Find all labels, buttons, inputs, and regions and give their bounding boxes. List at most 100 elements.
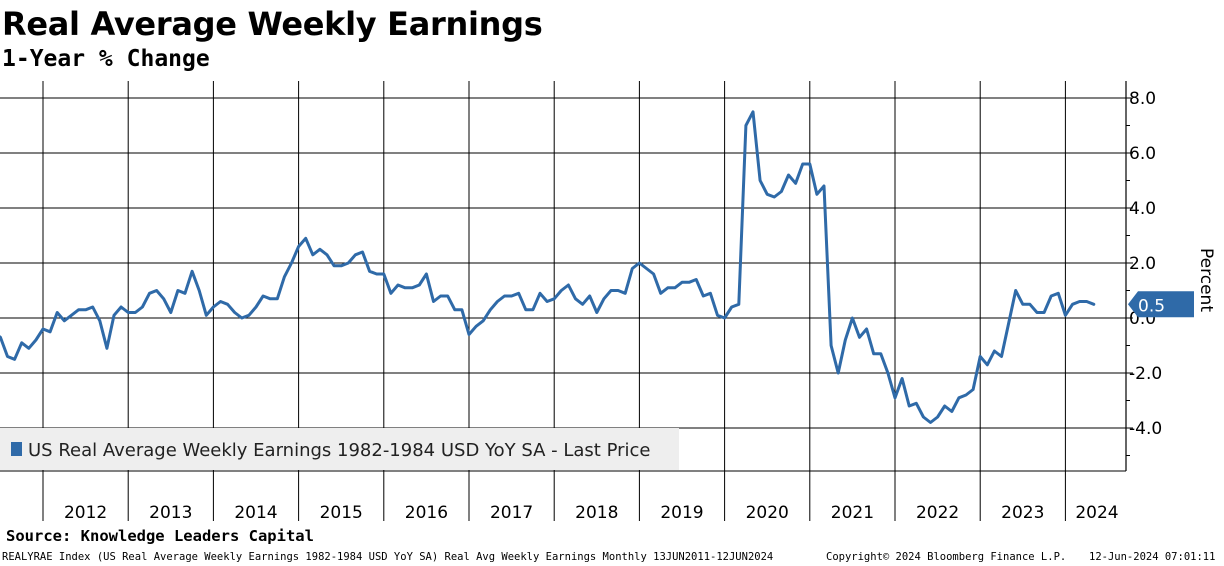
data-point (638, 262, 640, 264)
data-point (340, 265, 342, 267)
chart-title: Real Average Weekly Earnings (2, 5, 543, 43)
data-point (603, 298, 605, 300)
x-tick-label: 2023 (1001, 503, 1044, 523)
data-point (922, 416, 924, 418)
y-tick-label: 8.0 (1129, 89, 1156, 109)
footer: REALYRAE Index (US Real Average Weekly E… (0, 549, 1224, 565)
data-point (234, 312, 236, 313)
data-point (702, 295, 704, 297)
data-point (809, 163, 811, 165)
data-point (1029, 303, 1031, 305)
series-line (0, 110, 1096, 424)
y-tick-label: -4.0 (1129, 419, 1162, 439)
x-tick-label: 2012 (64, 503, 107, 523)
data-point (766, 193, 768, 195)
y-tick-label: 6.0 (1129, 144, 1156, 164)
x-tick-label: 2016 (405, 503, 448, 523)
y-axis-ticks: 8.06.04.02.00.0-2.0-4.0 (1129, 89, 1162, 439)
data-point (411, 287, 413, 289)
data-point (986, 364, 988, 366)
data-point (532, 309, 534, 311)
data-point (844, 339, 846, 341)
data-point (759, 180, 761, 181)
data-point (433, 301, 434, 302)
data-point (738, 303, 740, 305)
data-point (979, 356, 981, 357)
data-point (0, 336, 1, 338)
x-tick-label: 2020 (746, 503, 789, 523)
data-point (447, 295, 449, 297)
data-point (582, 303, 584, 305)
data-point (425, 273, 427, 275)
data-point (120, 306, 122, 308)
data-point (752, 111, 754, 113)
data-point (127, 312, 129, 313)
data-point (958, 397, 960, 399)
data-point (106, 347, 108, 349)
data-point (972, 389, 974, 390)
data-point (248, 314, 250, 316)
data-point (347, 262, 349, 264)
data-point (454, 309, 456, 311)
data-point (241, 317, 243, 319)
data-point (901, 378, 903, 379)
data-point (575, 298, 576, 300)
data-point (965, 394, 967, 396)
data-point (141, 306, 143, 308)
data-point (312, 254, 314, 256)
data-point (1015, 290, 1017, 291)
data-point (667, 287, 669, 289)
data-point (170, 312, 172, 313)
data-point (1001, 356, 1002, 357)
data-point (674, 287, 676, 289)
x-tick-label: 2021 (831, 503, 874, 523)
data-point (163, 298, 165, 300)
x-tick-label: 2018 (575, 503, 618, 523)
data-point (305, 237, 307, 239)
data-point (504, 295, 505, 297)
data-point (816, 193, 818, 195)
data-point (1093, 303, 1095, 305)
data-point (390, 292, 392, 294)
data-point (7, 356, 8, 357)
last-price-badge-shape (1128, 291, 1194, 318)
chart-subtitle: 1-Year % Change (2, 46, 210, 72)
data-point (823, 185, 825, 187)
x-tick-label: 2017 (490, 503, 533, 523)
data-point (894, 397, 896, 399)
data-point (525, 309, 527, 311)
data-point (326, 254, 328, 256)
data-point (717, 314, 718, 316)
data-point (298, 246, 300, 247)
data-point (887, 372, 889, 374)
data-point (63, 320, 65, 322)
data-point (85, 309, 87, 311)
data-point (156, 290, 158, 291)
data-point (21, 342, 23, 344)
data-point (14, 358, 16, 360)
data-point (780, 191, 782, 192)
data-point (731, 306, 733, 308)
data-point (92, 306, 94, 308)
data-point (28, 347, 30, 349)
data-point (70, 314, 72, 316)
data-point (418, 284, 420, 286)
data-point (915, 402, 917, 404)
data-point (35, 339, 37, 341)
footer-description: REALYRAE Index (US Real Average Weekly E… (2, 551, 774, 563)
data-point (1072, 303, 1073, 305)
data-point (113, 314, 115, 316)
data-point (56, 312, 58, 313)
data-point (184, 292, 186, 294)
data-point (617, 290, 619, 291)
data-point (212, 306, 214, 308)
y-tick-label: -2.0 (1129, 364, 1162, 384)
data-point (134, 312, 136, 313)
source-note: Source: Knowledge Leaders Capital (6, 527, 314, 545)
data-point (468, 334, 470, 335)
data-point (624, 292, 626, 294)
series-points (0, 111, 1095, 423)
data-point (880, 353, 882, 355)
data-point (1008, 323, 1010, 324)
